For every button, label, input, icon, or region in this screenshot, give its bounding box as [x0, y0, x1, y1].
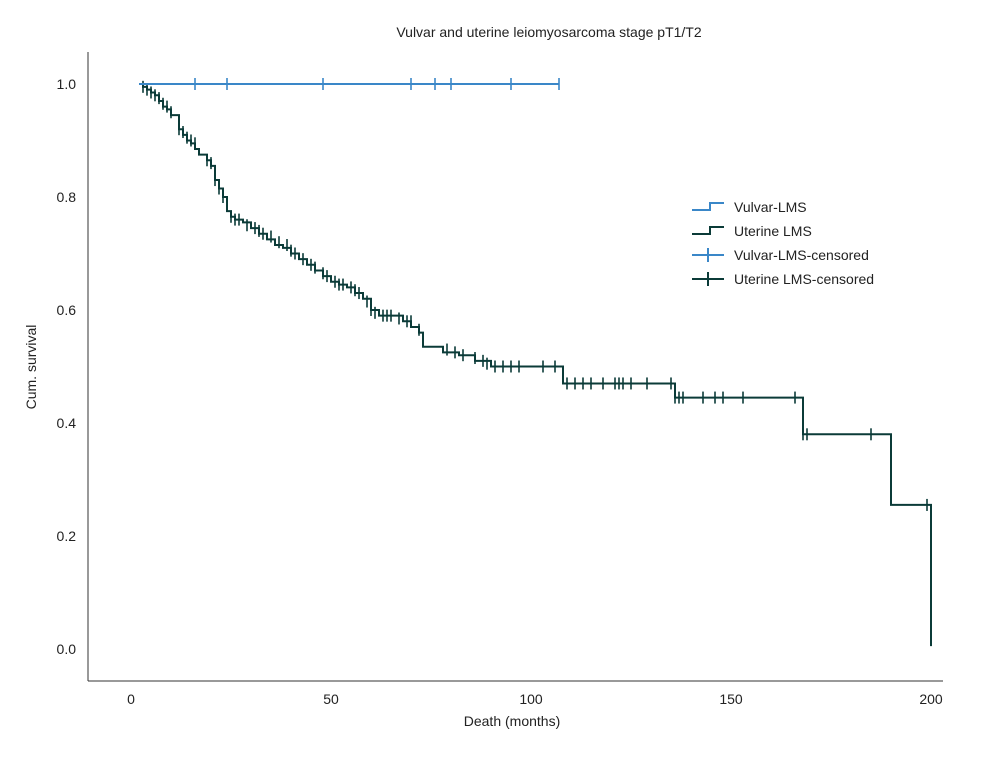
y-axis-label: Cum. survival [23, 325, 39, 410]
y-tick-label: 0.0 [57, 641, 77, 657]
legend-line-swatch [692, 226, 724, 235]
x-tick-label: 150 [719, 691, 743, 707]
legend-item: Vulvar-LMS-censored [692, 247, 869, 263]
series-vulvar [139, 78, 560, 90]
legend-item: Uterine LMS-censored [692, 271, 874, 287]
legend-label: Uterine LMS-censored [734, 271, 874, 287]
x-tick-label: 200 [919, 691, 943, 707]
x-tick-label: 50 [323, 691, 339, 707]
axes [87, 52, 943, 682]
y-tick-label: 0.2 [57, 528, 77, 544]
x-tick-labels: 0 50 100 150 200 [127, 691, 943, 707]
y-tick-label: 1.0 [57, 76, 77, 92]
legend-line-swatch [692, 202, 724, 211]
legend-item: Uterine LMS [692, 223, 812, 239]
survival-curve-uterine [139, 83, 932, 647]
plot-area [139, 78, 932, 647]
legend-label: Uterine LMS [734, 223, 812, 239]
legend-item: Vulvar-LMS [692, 199, 807, 215]
x-axis-label: Death (months) [464, 713, 560, 729]
y-tick-label: 0.6 [57, 302, 77, 318]
x-tick-label: 100 [519, 691, 543, 707]
y-tick-label: 0.4 [57, 415, 77, 431]
legend: Vulvar-LMS Uterine LMS Vulvar-LMS-censored… [692, 199, 874, 287]
legend-label: Vulvar-LMS [734, 199, 807, 215]
y-tick-label: 0.8 [57, 189, 77, 205]
chart-title: Vulvar and uterine leiomyosarcoma stage … [396, 24, 702, 40]
legend-label: Vulvar-LMS-censored [734, 247, 869, 263]
series-uterine [139, 80, 932, 647]
y-tick-labels: 0.0 0.2 0.4 0.6 0.8 1.0 [57, 76, 77, 657]
x-tick-label: 0 [127, 691, 135, 707]
